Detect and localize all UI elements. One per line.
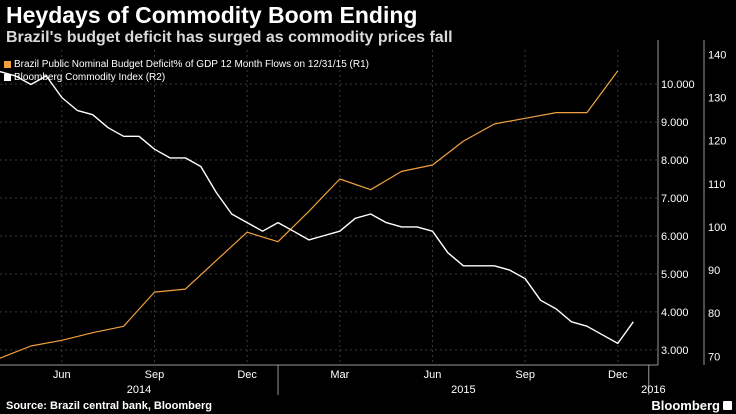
x-tick-label: Jun [53, 369, 71, 381]
y-tick-label-r2: 70 [708, 351, 720, 363]
legend-item-index: Bloomberg Commodity Index (R2) [4, 71, 369, 84]
brand-icon [723, 401, 732, 410]
y-tick-label-r1: 5.000 [661, 269, 689, 281]
x-tick-label: Jun [424, 369, 442, 381]
y-tick-label-r2: 100 [708, 222, 726, 234]
y-tick-label-r1: 7.000 [661, 193, 689, 205]
legend-swatch-deficit [4, 61, 11, 68]
x-tick-label: Dec [608, 369, 628, 381]
y-tick-label-r1: 6.000 [661, 231, 689, 243]
source-note: Source: Brazil central bank, Bloomberg [6, 400, 212, 412]
x-year-label: 2015 [451, 384, 475, 396]
y-tick-label-r2: 120 [708, 136, 726, 148]
x-tick-label: Dec [237, 369, 257, 381]
x-tick-label: Sep [145, 369, 165, 381]
series-line-commodity-index [0, 70, 634, 345]
y-tick-label-r2: 110 [708, 179, 726, 191]
legend-swatch-index [4, 74, 11, 81]
chart-subtitle: Brazil's budget deficit has surged as co… [6, 29, 453, 46]
series-line-deficit [0, 70, 619, 359]
y-tick-label-r1: 3.000 [661, 345, 689, 357]
legend-label-index: Bloomberg Commodity Index (R2) [14, 72, 166, 83]
x-year-label: 2016 [641, 384, 665, 396]
x-year-label: 2014 [127, 384, 151, 396]
y-tick-label-r2: 130 [708, 92, 726, 104]
chart-title: Heydays of Commodity Boom Ending [6, 2, 418, 28]
x-tick-label: Sep [515, 369, 535, 381]
legend-label-deficit: Brazil Public Nominal Budget Deficit% of… [14, 59, 369, 70]
legend-item-deficit: Brazil Public Nominal Budget Deficit% of… [4, 58, 369, 71]
y-tick-label-r1: 10.000 [661, 79, 695, 91]
y-tick-label-r1: 9.000 [661, 117, 689, 129]
legend: Brazil Public Nominal Budget Deficit% of… [4, 58, 369, 84]
x-tick-label: Mar [330, 369, 349, 381]
y-tick-label-r2: 140 [708, 49, 726, 61]
y-tick-label-r2: 80 [708, 308, 720, 320]
y-tick-label-r2: 90 [708, 265, 720, 277]
y-tick-label-r1: 4.000 [661, 307, 689, 319]
y-tick-label-r1: 8.000 [661, 155, 689, 167]
brand-logo: Bloomberg [651, 398, 720, 413]
